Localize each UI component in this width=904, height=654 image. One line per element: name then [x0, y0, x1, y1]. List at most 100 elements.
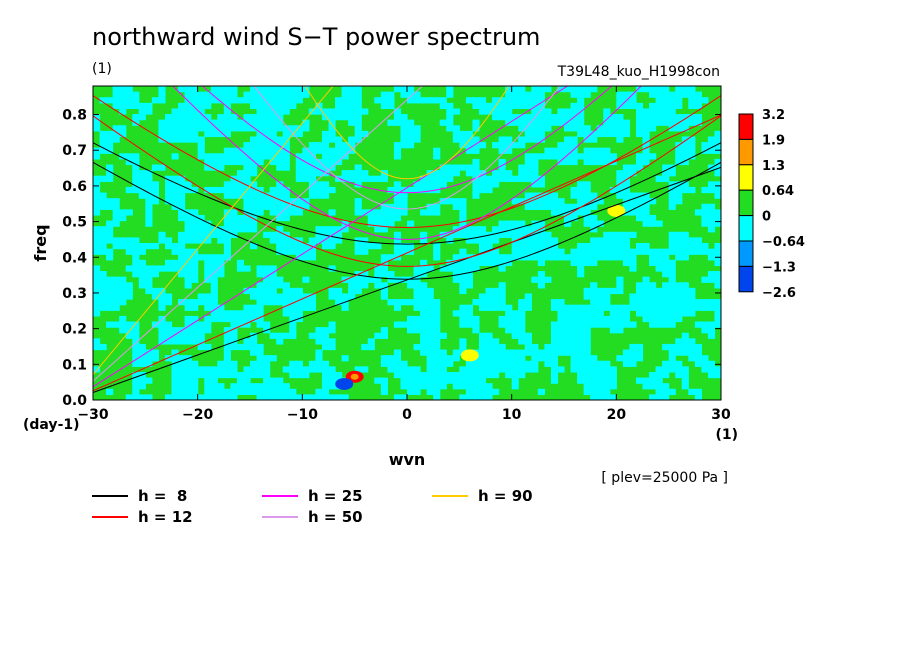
field-cell [321, 142, 330, 149]
field-cell [223, 220, 231, 227]
field-cell [276, 102, 284, 110]
field-cell [354, 282, 362, 289]
field-cell [230, 209, 238, 216]
field-cell [321, 338, 330, 345]
field-cell [380, 282, 388, 289]
field-cell [315, 332, 323, 339]
field-cell [662, 315, 670, 323]
field-cell [681, 119, 689, 126]
field-cell [132, 153, 140, 160]
field-cell [714, 214, 721, 222]
field-cell [354, 102, 362, 110]
field-cell [407, 186, 415, 194]
field-cell [485, 186, 493, 194]
field-cell [387, 186, 395, 194]
field-cell [564, 254, 572, 261]
field-cell [707, 147, 716, 154]
field-cell [243, 125, 251, 132]
field-cell [269, 209, 277, 216]
field-cell [125, 243, 133, 250]
field-cell [714, 158, 721, 166]
field-cell [433, 349, 441, 356]
field-cell [668, 271, 676, 278]
field-cell [668, 198, 676, 205]
field-cell [328, 119, 336, 126]
field-cell [223, 237, 231, 244]
field-cell [694, 114, 702, 121]
field-cell [694, 394, 702, 400]
field-cell [492, 181, 500, 188]
field-cell [243, 321, 251, 328]
field-cell [452, 383, 460, 390]
field-cell [184, 237, 192, 244]
field-cell [328, 338, 336, 345]
field-cell [714, 321, 721, 328]
field-cell [492, 293, 500, 300]
field-cell [354, 366, 362, 373]
field-cell [191, 226, 199, 233]
field-cell [184, 315, 192, 323]
field-cell [282, 214, 290, 222]
field-cell [485, 293, 493, 300]
field-cell [106, 231, 114, 238]
field-cell [217, 366, 225, 373]
field-cell [407, 97, 415, 104]
field-cell [178, 332, 186, 339]
field-cell [178, 360, 186, 367]
field-cell [544, 147, 552, 154]
field-cell [93, 231, 101, 238]
field-cell [537, 108, 545, 115]
field-cell [655, 254, 663, 261]
field-cell [171, 198, 179, 205]
field-cell [171, 119, 179, 126]
field-cell [478, 366, 487, 373]
field-cell [230, 181, 238, 188]
field-cell [557, 203, 565, 210]
field-cell [465, 310, 474, 317]
field-cell [635, 282, 644, 289]
field-cell [263, 136, 271, 143]
field-cell [361, 343, 369, 351]
field-cell [603, 130, 611, 138]
field-cell [465, 360, 474, 367]
field-cell [446, 102, 454, 110]
field-cell [439, 119, 447, 126]
field-cell [393, 181, 402, 188]
field-cell [210, 377, 218, 384]
field-cell [191, 366, 199, 373]
field-cell [361, 276, 369, 283]
field-cell [250, 293, 258, 300]
field-cell [675, 371, 683, 379]
field-cell [622, 164, 631, 171]
field-cell [505, 91, 513, 98]
field-cell [714, 130, 721, 138]
field-cell [263, 153, 271, 160]
field-cell [315, 231, 323, 238]
field-cell [400, 394, 408, 400]
field-cell [400, 360, 408, 367]
field-cell [315, 170, 323, 177]
field-cell [335, 158, 343, 166]
field-cell [289, 125, 297, 132]
field-cell [707, 327, 716, 334]
field-cell [178, 114, 186, 121]
field-cell [433, 394, 441, 400]
field-cell [413, 125, 421, 132]
field-cell [289, 248, 297, 255]
field-cell [675, 198, 683, 205]
field-cell [315, 147, 323, 154]
field-cell [459, 371, 467, 379]
field-cell [550, 349, 559, 356]
field-cell [119, 287, 127, 295]
field-cell [446, 114, 454, 121]
field-cell [701, 214, 709, 222]
field-cell [289, 287, 297, 295]
field-cell [263, 91, 271, 98]
field-cell [348, 287, 356, 295]
field-cell [570, 192, 578, 199]
field-cell [707, 186, 716, 194]
field-cell [354, 130, 362, 138]
field-cell [707, 321, 716, 328]
field-cell [269, 102, 277, 110]
field-cell [171, 360, 179, 367]
